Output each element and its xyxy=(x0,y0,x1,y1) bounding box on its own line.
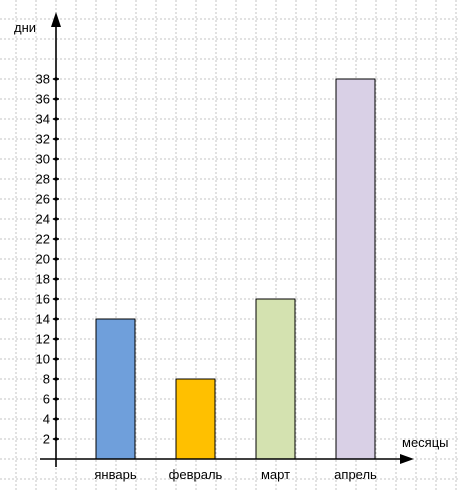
y-tick-dot xyxy=(54,237,58,241)
bar-2 xyxy=(175,378,216,460)
x-tick-label: апрель xyxy=(334,467,377,482)
bar-1 xyxy=(95,318,136,460)
y-tick-label: 2 xyxy=(43,432,50,447)
y-axis-title: дни xyxy=(14,20,36,35)
y-tick-dot xyxy=(54,117,58,121)
y-tick-dot xyxy=(54,137,58,141)
y-tick-label: 8 xyxy=(43,372,50,387)
y-tick-dot xyxy=(54,197,58,201)
x-tick-label: январь xyxy=(94,467,136,482)
y-tick-dot xyxy=(54,177,58,181)
y-tick-label: 28 xyxy=(36,172,50,187)
x-axis-arrow xyxy=(400,454,414,464)
y-tick-dot xyxy=(54,317,58,321)
y-tick-label: 24 xyxy=(36,212,50,227)
y-tick-dot xyxy=(54,337,58,341)
y-tick-label: 36 xyxy=(36,92,50,107)
y-tick-label: 14 xyxy=(36,312,50,327)
y-tick-dot xyxy=(54,297,58,301)
y-tick-label: 34 xyxy=(36,112,50,127)
y-tick-label: 4 xyxy=(43,412,50,427)
y-tick-label: 38 xyxy=(36,72,50,87)
y-tick-dot xyxy=(54,397,58,401)
x-axis-title: месяцы xyxy=(402,435,449,450)
y-tick-label: 32 xyxy=(36,132,50,147)
y-tick-dot xyxy=(54,417,58,421)
y-tick-label: 16 xyxy=(36,292,50,307)
y-tick-dot xyxy=(54,277,58,281)
y-tick-label: 12 xyxy=(36,332,50,347)
bar-3 xyxy=(255,298,296,460)
y-tick-label: 20 xyxy=(36,252,50,267)
y-tick-label: 18 xyxy=(36,272,50,287)
y-tick-label: 26 xyxy=(36,192,50,207)
y-tick-label: 10 xyxy=(36,352,50,367)
y-axis-arrow xyxy=(51,12,61,27)
y-tick-label: 6 xyxy=(43,392,50,407)
y-tick-dot xyxy=(54,217,58,221)
y-tick-label: 22 xyxy=(36,232,50,247)
x-tick-label: март xyxy=(261,467,290,482)
bars xyxy=(95,78,376,460)
y-tick-label: 30 xyxy=(36,152,50,167)
y-tick-dot xyxy=(54,357,58,361)
y-tick-dot xyxy=(54,377,58,381)
y-tick-dot xyxy=(54,157,58,161)
y-tick-dot xyxy=(54,97,58,101)
y-tick-dot xyxy=(54,77,58,81)
y-tick-dot xyxy=(54,437,58,441)
bar-4 xyxy=(335,78,376,460)
x-tick-label: февраль xyxy=(169,467,223,482)
x-tick-labels: январь февраль март апрель xyxy=(94,467,377,482)
y-tick-dot xyxy=(54,257,58,261)
